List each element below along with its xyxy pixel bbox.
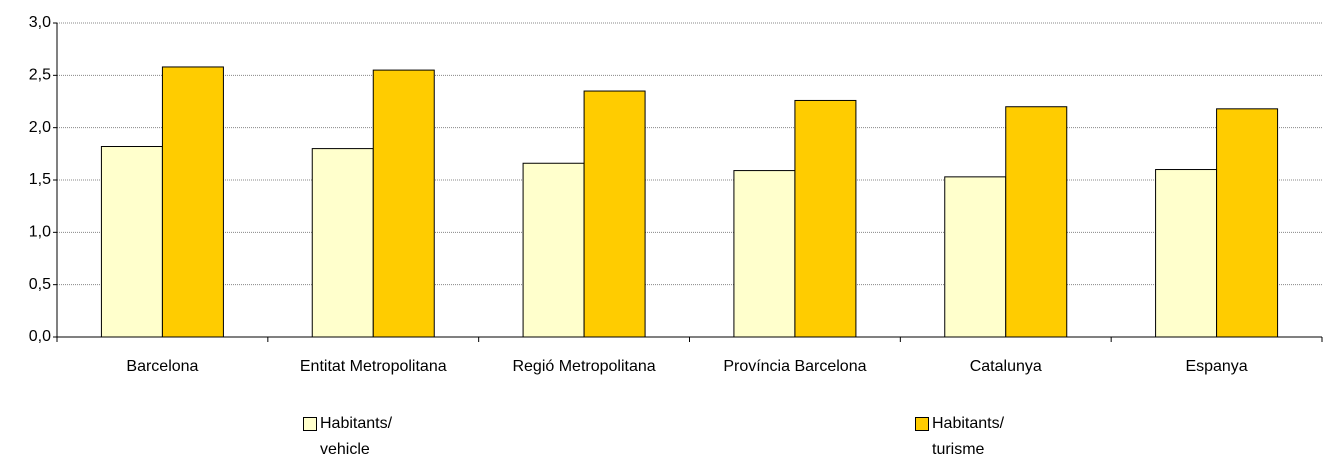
bar (100, 146, 163, 338)
bar (1155, 169, 1218, 338)
x-tick-label: Catalunya (970, 358, 1042, 375)
y-tick-label: 3,0 (29, 14, 51, 31)
y-tick-label: 0,5 (29, 276, 51, 293)
bar (733, 170, 796, 338)
bar (311, 148, 374, 338)
y-tick-label: 1,5 (29, 171, 51, 188)
bar (583, 90, 646, 338)
bar (161, 66, 224, 338)
bar (522, 162, 585, 338)
legend-label: Habitants/ turisme (932, 415, 1005, 458)
bar (1005, 106, 1068, 338)
bar (372, 69, 435, 338)
legend-label: Habitants/ vehicle (320, 415, 393, 458)
legend-item: Habitants/ vehicle (303, 411, 400, 459)
x-tick-label: Espanya (1185, 358, 1247, 375)
bar (1216, 108, 1279, 338)
x-tick-label: Província Barcelona (723, 358, 866, 375)
bar (794, 99, 857, 338)
x-tick-label: Barcelona (126, 358, 198, 375)
y-tick-label: 1,0 (29, 224, 51, 241)
legend-swatch (303, 417, 317, 431)
x-tick-label: Entitat Metropolitana (300, 358, 447, 375)
y-tick-label: 2,0 (29, 119, 51, 136)
y-tick-label: 2,5 (29, 67, 51, 84)
x-tick-label: Regió Metropolitana (512, 358, 655, 375)
y-tick-label: 0,0 (29, 328, 51, 345)
legend-swatch (915, 417, 929, 431)
bar (944, 176, 1007, 338)
legend-item: Habitants/ turisme (915, 411, 1012, 459)
